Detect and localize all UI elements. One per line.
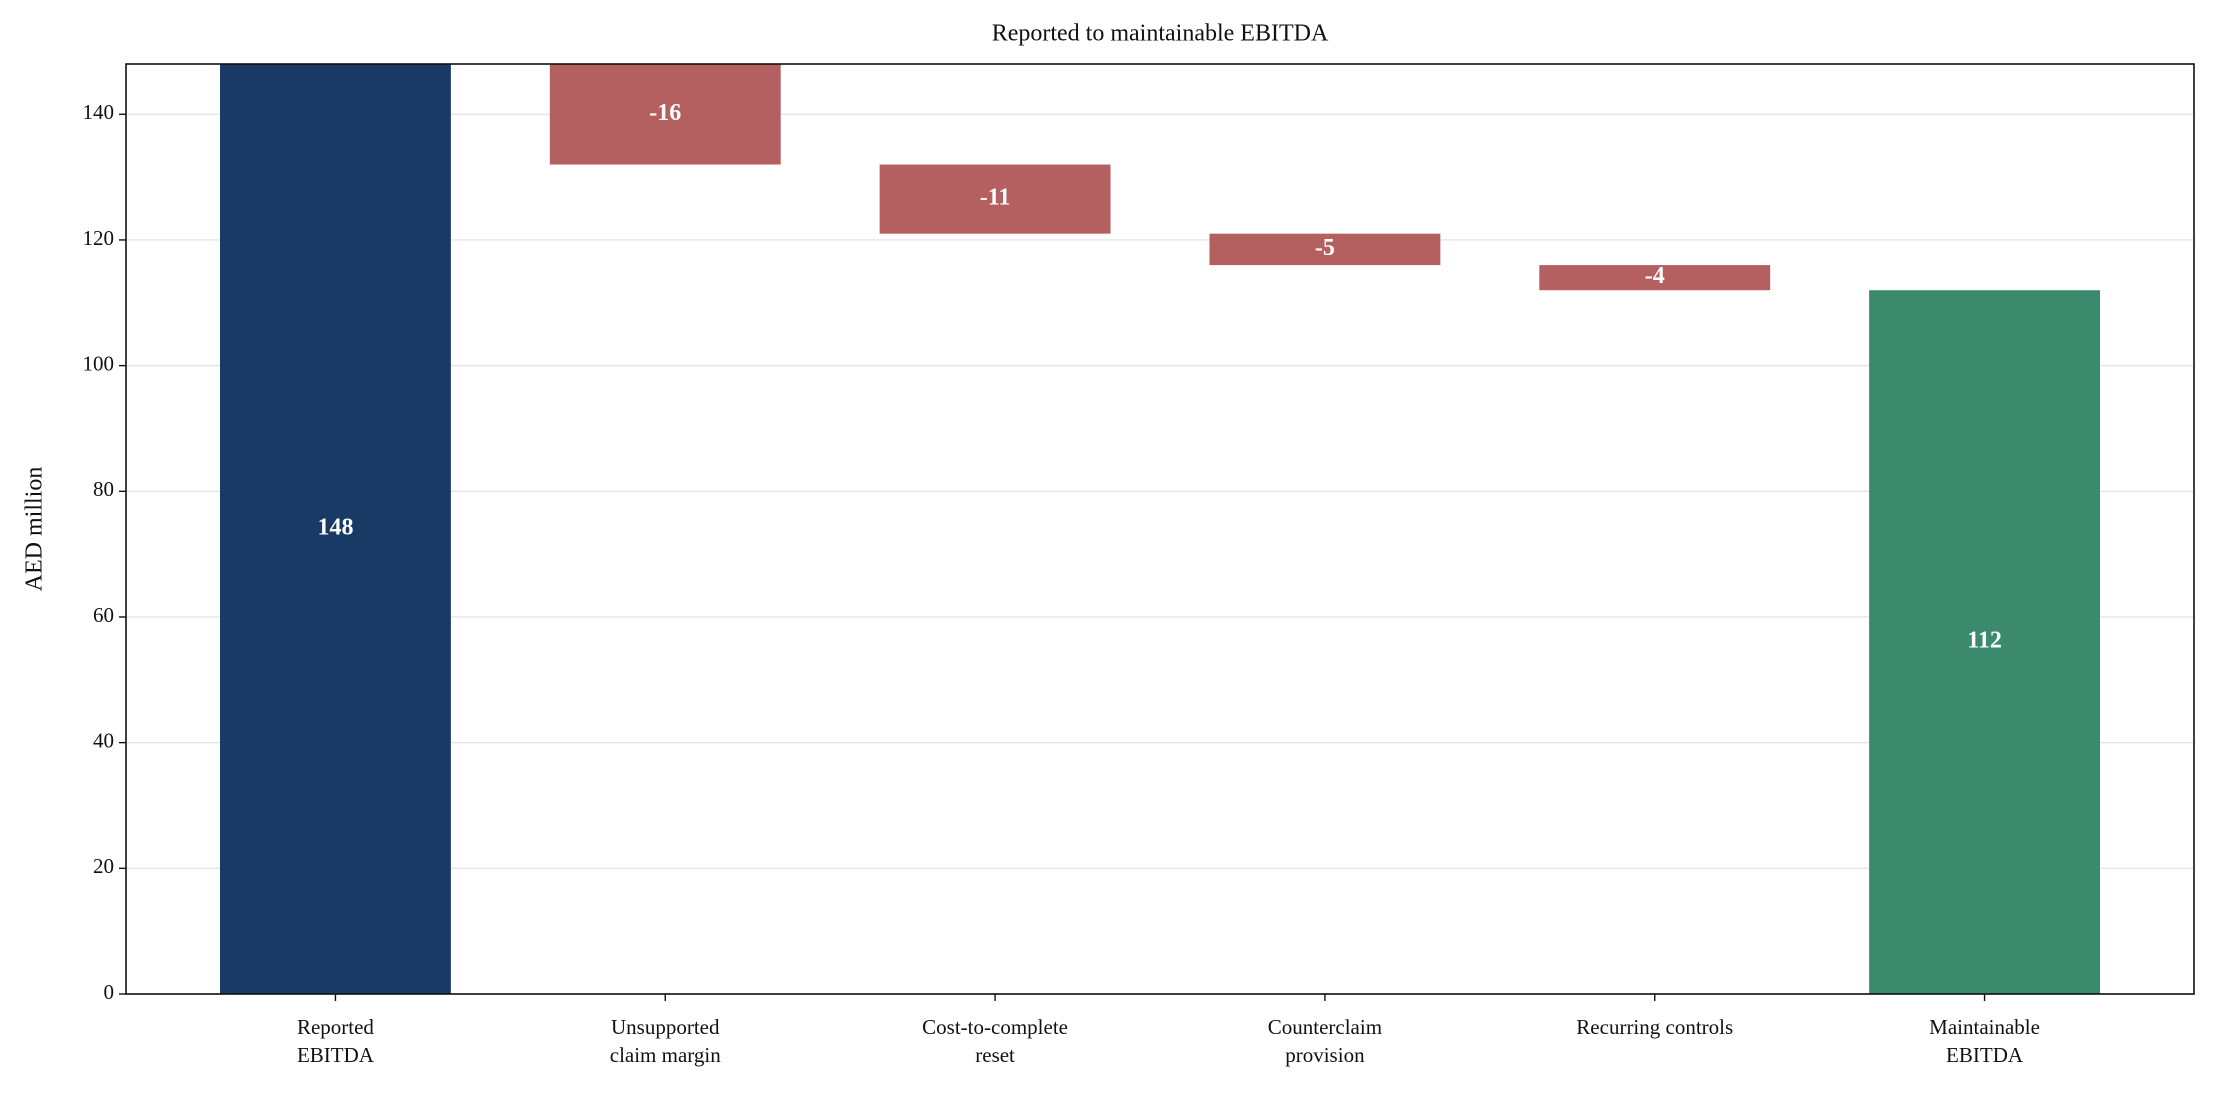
x-tick-label: claim margin — [610, 1043, 721, 1067]
value-label: 112 — [1967, 628, 2002, 654]
x-tick-label: EBITDA — [1946, 1043, 2024, 1067]
value-label: -11 — [980, 185, 1011, 211]
value-label: 148 — [317, 515, 353, 541]
y-tick-label: 20 — [93, 854, 114, 878]
bar — [220, 64, 451, 994]
bar — [1209, 233, 1441, 266]
y-tick-label: 60 — [93, 603, 114, 627]
y-axis-label: AED million — [22, 467, 48, 592]
bar — [879, 164, 1111, 234]
x-tick-label: Maintainable — [1929, 1015, 2040, 1039]
y-tick-label: 100 — [83, 351, 115, 375]
y-tick-label: 80 — [93, 477, 114, 501]
x-tick-label: Counterclaim — [1268, 1015, 1382, 1039]
bar — [1869, 290, 2100, 995]
value-label: -16 — [649, 100, 681, 126]
y-tick-label: 0 — [104, 980, 115, 1004]
chart-title: Reported to maintainable EBITDA — [992, 21, 1329, 47]
plot-frame — [125, 63, 2195, 995]
bar — [1539, 265, 1771, 291]
x-tick-label: reset — [975, 1043, 1015, 1067]
y-tick-label: 140 — [83, 100, 115, 124]
value-label: -5 — [1315, 235, 1335, 261]
bar — [549, 64, 781, 165]
value-label: -4 — [1645, 263, 1665, 289]
x-tick-label: Unsupported — [611, 1015, 720, 1039]
x-tick-label: Recurring controls — [1576, 1015, 1733, 1039]
x-tick-label: Cost-to-complete — [922, 1015, 1068, 1039]
y-tick-label: 120 — [83, 226, 115, 250]
x-tick-label: provision — [1285, 1043, 1365, 1067]
x-tick-label: EBITDA — [297, 1043, 375, 1067]
x-tick-label: Reported — [297, 1015, 374, 1039]
y-tick-label: 40 — [93, 728, 114, 752]
